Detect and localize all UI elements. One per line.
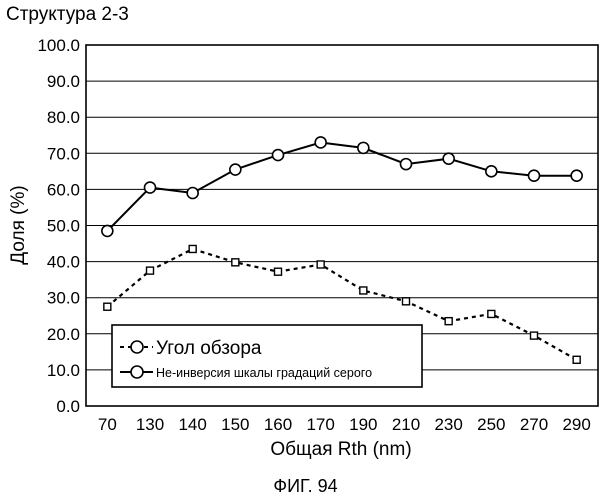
y-axis-label: Доля (%) (8, 185, 29, 264)
data-point-angle (444, 316, 453, 326)
y-tick-labels: 0.0 10.0 20.0 30.0 40.0 50.0 60.0 70.0 80.0 90.0 1… (37, 36, 80, 416)
structure-label: Структура 2-3 (6, 4, 129, 25)
x-tick-label: 150 (221, 415, 249, 434)
y-tick-label: 100.0 (37, 36, 80, 55)
x-tick-label: 270 (520, 415, 548, 434)
y-tick-label: 50.0 (47, 217, 80, 236)
y-tick-label: 80.0 (47, 108, 80, 127)
legend: Угол обзора Не-инверсия шкалы градаций се… (111, 324, 423, 388)
x-tick-label: 190 (349, 415, 377, 434)
x-tick-label: 130 (136, 415, 164, 434)
data-point-grayscale (357, 141, 370, 155)
x-tick-label: 160 (264, 415, 292, 434)
y-tick-label: 70.0 (47, 144, 80, 163)
legend-marker (130, 340, 144, 354)
data-point-angle (103, 302, 112, 311)
y-tick-label: 0.0 (56, 397, 80, 416)
data-point-angle (231, 258, 240, 267)
legend-marker (130, 365, 144, 379)
x-tick-label: 290 (562, 415, 590, 434)
data-point-angle (188, 244, 197, 254)
data-point-grayscale (527, 169, 541, 182)
data-point-grayscale (143, 181, 157, 194)
x-tick-label: 140 (178, 415, 206, 434)
x-tick-label: 70 (98, 415, 117, 434)
data-point-grayscale (442, 152, 455, 166)
legend-label: Не-инверсия шкалы градаций серого (156, 366, 372, 380)
data-point-angle (401, 297, 411, 306)
data-point-angle (359, 286, 368, 295)
x-tick-label: 250 (477, 415, 505, 434)
legend-box (111, 324, 423, 388)
x-tick-label: 170 (306, 415, 334, 434)
data-point-grayscale (485, 165, 498, 178)
data-point-grayscale (314, 136, 327, 149)
series-line-1 (106, 247, 578, 361)
data-point-grayscale (186, 186, 199, 200)
data-point-grayscale (101, 224, 114, 238)
series-line-2 (106, 141, 577, 232)
line-chart: 0.0 10.0 20.0 30.0 40.0 50.0 60.0 70.0 80.0 90.0 1… (8, 36, 599, 460)
y-tick-label: 20.0 (47, 325, 80, 344)
plot-frame (85, 44, 599, 407)
figure-caption: ФИГ. 94 (273, 476, 338, 496)
data-point-angle (316, 260, 325, 269)
data-point-angle (145, 266, 155, 275)
data-point-grayscale (570, 169, 583, 182)
data-point-angle (487, 309, 496, 319)
series-layer (101, 136, 583, 364)
x-tick-labels: 70 130 140 150 160 170 190 210 230 250 270 290 (98, 415, 591, 434)
data-point-grayscale (399, 157, 413, 171)
data-point-angle (273, 267, 283, 276)
x-tick-label: 230 (434, 415, 462, 434)
data-point-grayscale (229, 163, 242, 176)
y-tick-label: 60.0 (47, 180, 80, 199)
legend-label: Угол обзора (156, 338, 262, 359)
y-tick-label: 30.0 (47, 289, 80, 308)
x-tick-label: 210 (392, 415, 420, 434)
data-point-angle (529, 331, 539, 340)
data-point-grayscale (271, 148, 285, 162)
y-tick-label: 90.0 (47, 72, 80, 91)
y-tick-label: 10.0 (47, 361, 80, 380)
y-tick-label: 40.0 (47, 253, 80, 272)
data-point-angle (572, 355, 581, 364)
x-axis-label: Общая Rth (nm) (270, 439, 411, 460)
